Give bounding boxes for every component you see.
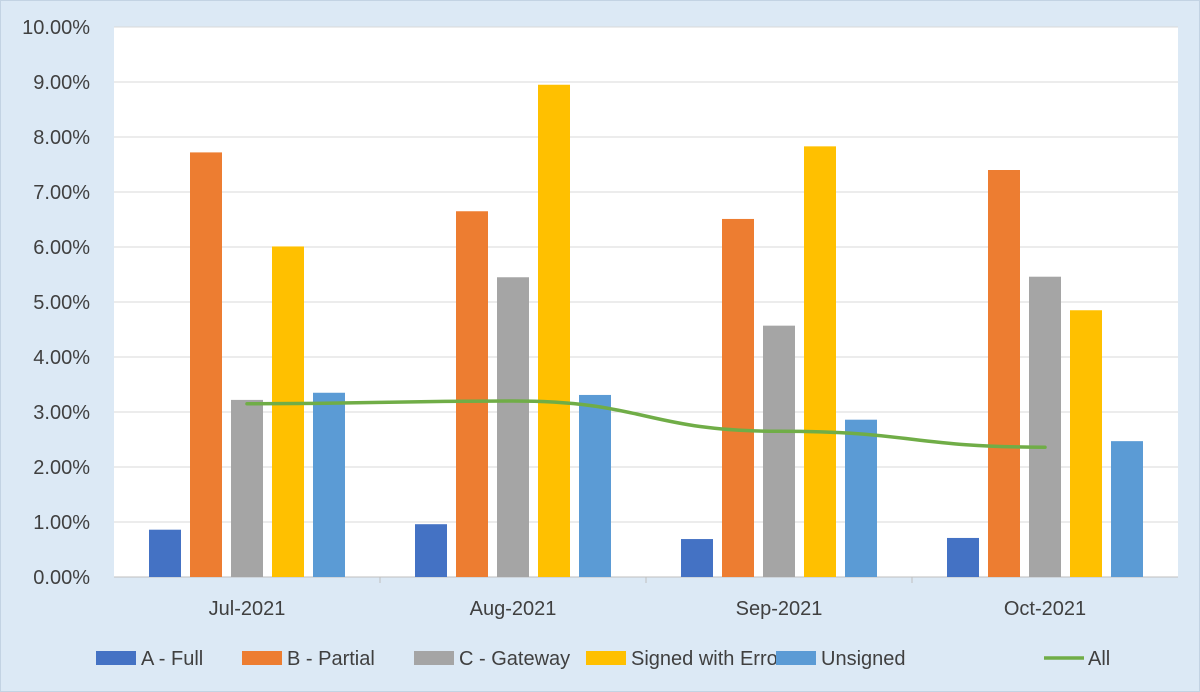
- line-series: [245, 399, 1047, 449]
- bar: [190, 152, 222, 577]
- bar: [947, 537, 979, 577]
- bar: [149, 529, 181, 577]
- x-tick-label: Aug-2021: [470, 598, 557, 620]
- y-tick-label: 8.00%: [33, 127, 90, 149]
- legend-swatch: [586, 651, 626, 665]
- bar: [456, 211, 488, 577]
- bar: [1070, 310, 1102, 577]
- bar: [1111, 441, 1143, 577]
- legend-swatch: [96, 651, 136, 665]
- bar: [415, 524, 447, 577]
- y-axis-ticks: 0.00% 1.00% 2.00% 3.00% 4.00% 5.00% 6.00% 7.00%…: [22, 17, 90, 589]
- legend-label: B - Partial: [287, 648, 375, 670]
- x-tick-label: Jul-2021: [209, 598, 286, 620]
- x-tick-label: Oct-2021: [1004, 598, 1086, 620]
- bar: [804, 146, 836, 577]
- bar: [497, 277, 529, 577]
- x-tick-label: Sep-2021: [736, 598, 823, 620]
- legend-label: All: [1088, 648, 1110, 670]
- legend-swatch: [414, 651, 454, 665]
- y-tick-label: 3.00%: [33, 402, 90, 424]
- bar: [272, 246, 304, 577]
- legend-label: C - Gateway: [459, 648, 570, 670]
- bar: [722, 218, 754, 577]
- bar: [681, 539, 713, 577]
- bar: [988, 170, 1020, 577]
- legend: A - Full B - Partial C - Gateway Signed wit…: [96, 648, 1110, 670]
- series-line: [245, 399, 1047, 449]
- legend-label: Unsigned: [821, 648, 906, 670]
- y-tick-label: 9.00%: [33, 72, 90, 94]
- y-tick-label: 7.00%: [33, 182, 90, 204]
- x-axis-ticks: Jul-2021 Aug-2021 Sep-2021 Oct-2021: [209, 577, 1086, 620]
- y-tick-label: 4.00%: [33, 347, 90, 369]
- legend-swatch: [242, 651, 282, 665]
- bar: [763, 325, 795, 577]
- y-tick-label: 2.00%: [33, 457, 90, 479]
- bar: [845, 419, 877, 577]
- bars: [149, 84, 1143, 577]
- bar: [313, 392, 345, 577]
- y-tick-label: 0.00%: [33, 567, 90, 589]
- y-tick-label: 6.00%: [33, 237, 90, 259]
- bar: [579, 394, 611, 577]
- legend-label: Signed with Errors: [631, 648, 794, 670]
- y-tick-label: 1.00%: [33, 512, 90, 534]
- bar: [1029, 276, 1061, 577]
- bar: [231, 399, 263, 577]
- y-tick-label: 5.00%: [33, 292, 90, 314]
- bar: [538, 84, 570, 577]
- legend-swatch: [776, 651, 816, 665]
- y-tick-label: 10.00%: [22, 17, 90, 39]
- legend-label: A - Full: [141, 648, 203, 670]
